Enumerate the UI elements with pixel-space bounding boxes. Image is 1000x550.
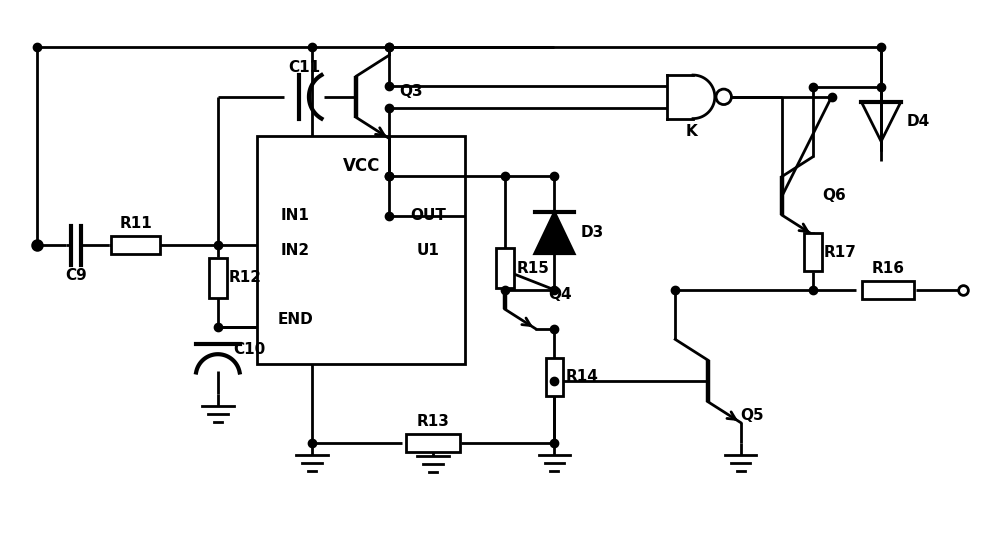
Bar [406, 434, 460, 452]
Text: OUT: OUT [410, 208, 446, 223]
Text: END: END [277, 312, 313, 327]
Text: Q6: Q6 [823, 188, 846, 204]
Text: Q5: Q5 [741, 408, 764, 423]
Bar [862, 281, 914, 299]
Text: R15: R15 [516, 261, 549, 276]
Text: R12: R12 [229, 271, 262, 285]
Bar [804, 233, 822, 271]
Text: C10: C10 [233, 342, 266, 357]
Polygon shape [535, 212, 574, 254]
Text: R17: R17 [824, 245, 857, 260]
Text: IN2: IN2 [281, 243, 310, 258]
Bar [209, 258, 227, 298]
Text: K: K [685, 124, 697, 139]
Text: R13: R13 [417, 414, 450, 429]
Text: D3: D3 [580, 226, 604, 240]
Text: R16: R16 [871, 261, 904, 276]
Text: R11: R11 [119, 216, 152, 231]
Text: Q4: Q4 [548, 287, 572, 303]
Bar [546, 358, 563, 396]
Text: Q3: Q3 [399, 84, 423, 100]
Text: VCC: VCC [343, 157, 380, 175]
Text: R14: R14 [566, 370, 599, 384]
Text: IN1: IN1 [281, 208, 310, 223]
Bar [257, 136, 465, 364]
Text: C9: C9 [65, 267, 87, 283]
Bar [496, 248, 514, 288]
Bar [111, 236, 160, 254]
Text: U1: U1 [416, 243, 439, 258]
Circle shape [716, 89, 731, 104]
Text: D4: D4 [907, 114, 930, 129]
Text: C11: C11 [288, 59, 320, 75]
